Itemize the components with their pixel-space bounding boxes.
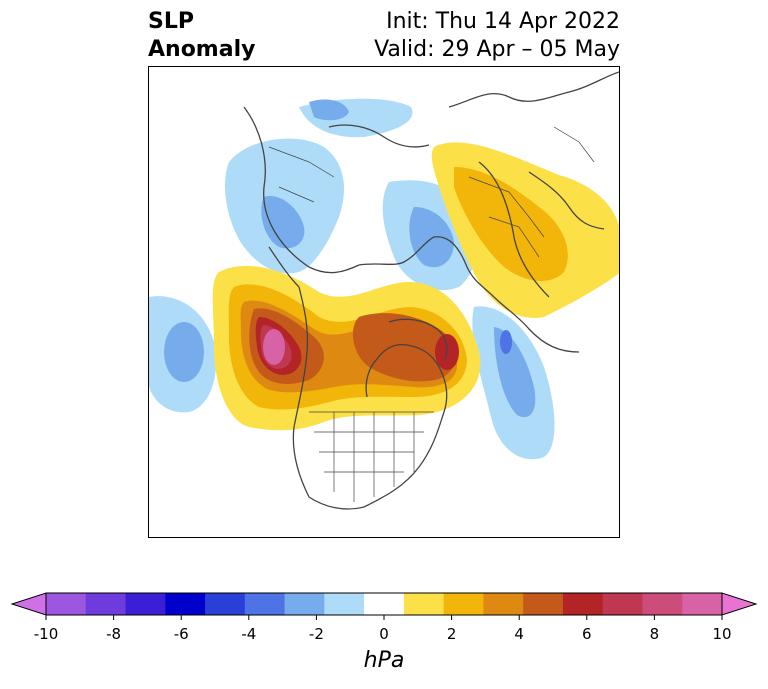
colorbar-bin — [602, 593, 643, 615]
colorbar-bin — [284, 593, 325, 615]
colorbar-bin — [443, 593, 484, 615]
colorbar-unit: hPa — [364, 648, 405, 673]
colorbar-bin — [165, 593, 206, 615]
forecast-dates: Init: Thu 14 Apr 2022 Valid: 29 Apr – 05… — [374, 8, 620, 64]
colorbar-tick-label: 8 — [650, 625, 660, 643]
negative-anomaly-atlantic — [472, 306, 555, 460]
colorbar-tick-label: -8 — [106, 625, 121, 643]
init-date: Init: Thu 14 Apr 2022 — [386, 9, 620, 34]
colorbar-tick-label: -4 — [241, 625, 256, 643]
map-canvas — [149, 71, 619, 510]
colorbar-bin — [205, 593, 246, 615]
colorbar-extend-min — [10, 592, 47, 616]
colorbar-bin — [562, 593, 604, 615]
colorbar-bin — [364, 593, 405, 615]
colorbar: -10 -8 -6 -4 -2 0 2 4 6 8 10 hPa — [0, 585, 768, 685]
title-line-2: Anomaly — [148, 37, 256, 62]
positive-anomaly-siberia — [431, 142, 619, 318]
colorbar-bin — [483, 593, 524, 615]
colorbar-bin — [324, 593, 365, 615]
positive-anomaly-pacific — [212, 265, 481, 431]
colorbar-bin — [85, 593, 127, 615]
colorbar-tick-label: -10 — [34, 625, 59, 643]
valid-date: Valid: 29 Apr – 05 May — [374, 37, 620, 62]
colorbar-graphic: -10 -8 -6 -4 -2 0 2 4 6 8 10 hPa — [10, 592, 758, 673]
colorbar-tick-label: -6 — [174, 625, 189, 643]
colorbar-tick-label: 10 — [712, 625, 731, 643]
state-borders — [268, 126, 595, 502]
colorbar-bin — [403, 593, 445, 615]
colorbar-bin — [523, 593, 564, 615]
colorbar-bin — [244, 593, 286, 615]
colorbar-tick-label: 4 — [514, 625, 524, 643]
colorbar-bin — [125, 593, 166, 615]
colorbar-tick-label: 0 — [379, 625, 389, 643]
coastlines — [243, 71, 619, 510]
colorbar-bin — [682, 593, 723, 615]
colorbar-tick-label: 2 — [447, 625, 457, 643]
colorbar-bin — [46, 593, 87, 615]
negative-anomaly-pacific — [149, 296, 217, 413]
negative-anomaly-north — [224, 98, 478, 291]
anomaly-map — [148, 66, 620, 538]
colorbar-bins — [10, 592, 758, 616]
colorbar-bin — [642, 593, 683, 615]
colorbar-ticks: -10 -8 -6 -4 -2 0 2 4 6 8 10 — [34, 615, 732, 643]
map-title: SLP Anomaly — [148, 8, 255, 64]
title-line-1: SLP — [148, 9, 194, 34]
colorbar-extend-max — [721, 592, 758, 616]
colorbar-tick-label: 6 — [582, 625, 592, 643]
colorbar-tick-label: -2 — [309, 625, 324, 643]
